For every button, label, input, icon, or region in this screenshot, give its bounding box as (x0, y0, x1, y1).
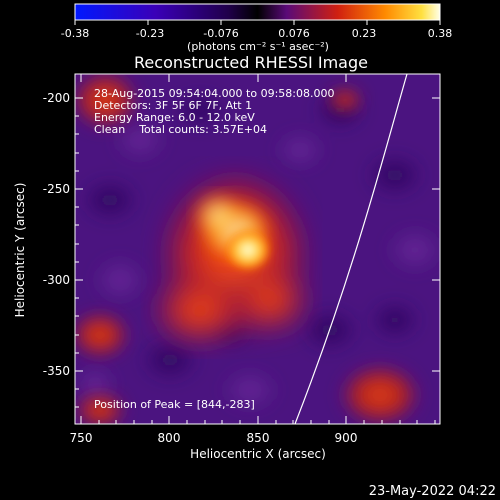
colorbar-gradient (74, 3, 441, 21)
info-detectors: Detectors: 3F 5F 6F 7F, Att 1 (94, 99, 252, 112)
colorbar-tick-5: 0.38 (428, 27, 453, 40)
x-tick-label: 900 (335, 431, 358, 445)
colorbar-tick-4: 0.23 (352, 27, 377, 40)
x-tick-label: 850 (247, 431, 270, 445)
colorbar-tick-1: -0.23 (136, 27, 164, 40)
solar-limb-line (294, 74, 408, 424)
footer-date: 23-May-2022 04:22 (369, 484, 496, 499)
x-tick-label: 750 (70, 431, 93, 445)
rhessi-image (75, 74, 440, 424)
info-time-range: 28-Aug-2015 09:54:04.000 to 09:58:08.000 (94, 87, 335, 100)
x-axis-title: Heliocentric X (arcsec) (190, 447, 326, 461)
info-energy-range: Energy Range: 6.0 - 12.0 keV (94, 111, 255, 124)
info-text-block: 28-Aug-2015 09:54:04.000 to 09:58:08.000… (94, 87, 335, 136)
plot-title: Reconstructed RHESSI Image (134, 53, 368, 72)
colorbar-tick-3: 0.076 (278, 27, 310, 40)
y-tick-label: -200 (43, 91, 70, 105)
colorbar-tick-0: -0.38 (61, 27, 89, 40)
y-tick-label: -250 (43, 182, 70, 196)
colorbar: -0.38 -0.23 -0.076 0.076 0.23 0.38 (phot… (61, 3, 453, 53)
colorbar-units: (photons cm⁻² s⁻¹ asec⁻²) (187, 40, 329, 53)
axis-ticks (75, 74, 440, 424)
y-tick-label: -300 (43, 273, 70, 287)
peak-position-label: Position of Peak = [844,-283] (94, 398, 255, 411)
y-axis-title: Heliocentric Y (arcsec) (13, 183, 27, 318)
info-clean-counts: Clean Total counts: 3.57E+04 (94, 123, 267, 136)
x-tick-label: 800 (158, 431, 181, 445)
y-tick-label: -350 (43, 364, 70, 378)
colorbar-tick-2: -0.076 (203, 27, 238, 40)
